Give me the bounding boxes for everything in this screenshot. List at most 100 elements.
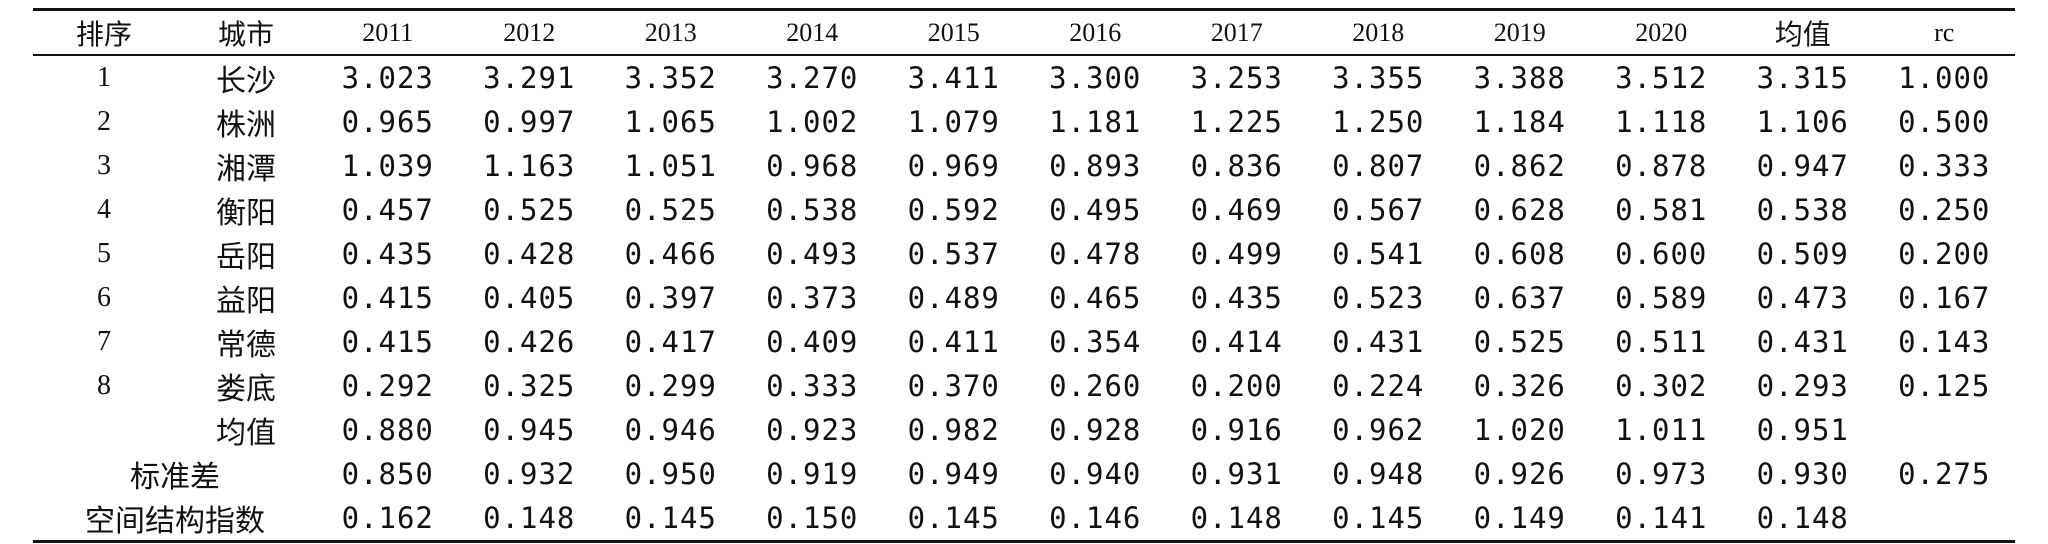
city-cell: 益阳 bbox=[216, 284, 276, 320]
value-cell: 0.431 bbox=[1332, 325, 1425, 360]
summary-mean-cell: 0.930 bbox=[1756, 457, 1849, 492]
header-year: 2015 bbox=[927, 17, 980, 47]
value-cell: 1.118 bbox=[1615, 105, 1708, 140]
value-cell: 1.051 bbox=[624, 149, 717, 184]
summary-value-cell: 0.141 bbox=[1615, 501, 1708, 536]
city-cell: 长沙 bbox=[216, 64, 276, 100]
header-year: 2013 bbox=[644, 17, 697, 47]
value-cell: 0.493 bbox=[766, 237, 859, 272]
value-cell: 0.637 bbox=[1473, 281, 1566, 316]
value-cell: 0.807 bbox=[1332, 149, 1425, 184]
summary-value-cell: 0.946 bbox=[624, 413, 717, 448]
value-cell: 0.415 bbox=[341, 281, 434, 316]
header-city: 城市 bbox=[217, 17, 274, 51]
header-rc: rc bbox=[1934, 17, 1955, 47]
value-cell: 3.300 bbox=[1049, 61, 1142, 96]
value-cell: 1.002 bbox=[766, 105, 859, 140]
summary-row: 均值 0.880 0.945 0.946 0.923 0.982 0.928 0.916 0.9… bbox=[33, 408, 2015, 452]
summary-value-cell: 0.940 bbox=[1049, 457, 1142, 492]
value-cell: 1.181 bbox=[1049, 105, 1142, 140]
value-cell: 3.352 bbox=[624, 61, 717, 96]
summary-label: 标准差 bbox=[130, 460, 220, 496]
rc-cell: 0.250 bbox=[1898, 193, 1991, 228]
summary-value-cell: 0.973 bbox=[1615, 457, 1708, 492]
value-cell: 3.270 bbox=[766, 61, 859, 96]
rc-cell: 0.500 bbox=[1898, 105, 1991, 140]
value-cell: 3.291 bbox=[483, 61, 576, 96]
value-cell: 0.417 bbox=[624, 325, 717, 360]
summary-label: 空间结构指数 bbox=[85, 504, 265, 540]
summary-value-cell: 0.928 bbox=[1049, 413, 1142, 448]
table-row: 6 益阳 0.415 0.405 0.397 0.373 0.489 0.465 0.435 0.… bbox=[33, 276, 2015, 320]
rank-cell: 1 bbox=[97, 62, 111, 94]
summary-value-cell: 0.932 bbox=[483, 457, 576, 492]
value-cell: 0.370 bbox=[907, 369, 1000, 404]
header-year: 2018 bbox=[1352, 17, 1405, 47]
value-cell: 0.435 bbox=[1190, 281, 1283, 316]
table-header: 排序 城市 2011 2012 2013 2014 2015 2016 2017… bbox=[33, 9, 2015, 56]
summary-row: 空间结构指数 0.162 0.148 0.145 0.150 0.145 0.146 0.14… bbox=[33, 496, 2015, 542]
summary-value-cell: 0.982 bbox=[907, 413, 1000, 448]
rank-cell: 6 bbox=[97, 282, 111, 314]
summary-value-cell: 0.145 bbox=[907, 501, 1000, 536]
mean-cell: 0.947 bbox=[1756, 149, 1849, 184]
rc-cell: 0.125 bbox=[1898, 369, 1991, 404]
value-cell: 1.079 bbox=[907, 105, 1000, 140]
city-index-table: 排序 城市 2011 2012 2013 2014 2015 2016 2017… bbox=[33, 8, 2015, 543]
value-cell: 3.411 bbox=[907, 61, 1000, 96]
value-cell: 0.409 bbox=[766, 325, 859, 360]
value-cell: 0.397 bbox=[624, 281, 717, 316]
summary-value-cell: 0.150 bbox=[766, 501, 859, 536]
summary-rc-cell bbox=[1874, 408, 2016, 452]
table-body: 1 长沙 3.023 3.291 3.352 3.270 3.411 3.300 3.253 3.… bbox=[33, 55, 2015, 542]
summary-value-cell: 0.148 bbox=[1190, 501, 1283, 536]
value-cell: 0.893 bbox=[1049, 149, 1142, 184]
value-cell: 0.965 bbox=[341, 105, 434, 140]
value-cell: 0.523 bbox=[1332, 281, 1425, 316]
value-cell: 0.541 bbox=[1332, 237, 1425, 272]
city-cell: 湘潭 bbox=[216, 152, 276, 188]
value-cell: 3.355 bbox=[1332, 61, 1425, 96]
value-cell: 0.628 bbox=[1473, 193, 1566, 228]
summary-value-cell: 0.950 bbox=[624, 457, 717, 492]
summary-value-cell: 1.020 bbox=[1473, 413, 1566, 448]
table-row: 8 娄底 0.292 0.325 0.299 0.333 0.370 0.260 0.200 0.… bbox=[33, 364, 2015, 408]
value-cell: 0.299 bbox=[624, 369, 717, 404]
header-mean: 均值 bbox=[1774, 17, 1831, 51]
table-row: 5 岳阳 0.435 0.428 0.466 0.493 0.537 0.478 0.499 0.… bbox=[33, 232, 2015, 276]
summary-row: 标准差 0.850 0.932 0.950 0.919 0.949 0.940 0.931 0.… bbox=[33, 452, 2015, 496]
value-cell: 0.836 bbox=[1190, 149, 1283, 184]
city-cell: 岳阳 bbox=[216, 240, 276, 276]
header-year: 2014 bbox=[786, 17, 839, 47]
table-row: 3 湘潭 1.039 1.163 1.051 0.968 0.969 0.893 0.836 0.… bbox=[33, 144, 2015, 188]
value-cell: 0.511 bbox=[1615, 325, 1708, 360]
value-cell: 0.354 bbox=[1049, 325, 1142, 360]
summary-value-cell: 0.962 bbox=[1332, 413, 1425, 448]
value-cell: 3.512 bbox=[1615, 61, 1708, 96]
rank-cell: 5 bbox=[97, 238, 111, 270]
header-rank: 排序 bbox=[75, 17, 132, 51]
value-cell: 0.592 bbox=[907, 193, 1000, 228]
summary-value-cell: 0.146 bbox=[1049, 501, 1142, 536]
value-cell: 0.373 bbox=[766, 281, 859, 316]
summary-mean-cell: 0.148 bbox=[1756, 501, 1849, 536]
value-cell: 0.600 bbox=[1615, 237, 1708, 272]
summary-value-cell: 0.916 bbox=[1190, 413, 1283, 448]
mean-cell: 0.509 bbox=[1756, 237, 1849, 272]
mean-cell: 0.473 bbox=[1756, 281, 1849, 316]
value-cell: 0.525 bbox=[483, 193, 576, 228]
summary-value-cell: 0.850 bbox=[341, 457, 434, 492]
header-year: 2011 bbox=[362, 17, 414, 47]
summary-value-cell: 1.011 bbox=[1615, 413, 1708, 448]
value-cell: 0.428 bbox=[483, 237, 576, 272]
header-year: 2019 bbox=[1493, 17, 1546, 47]
header-year: 2017 bbox=[1210, 17, 1263, 47]
data-table-container: 排序 城市 2011 2012 2013 2014 2015 2016 2017… bbox=[33, 8, 2015, 543]
value-cell: 3.253 bbox=[1190, 61, 1283, 96]
value-cell: 0.411 bbox=[907, 325, 1000, 360]
value-cell: 0.260 bbox=[1049, 369, 1142, 404]
table-row: 7 常德 0.415 0.426 0.417 0.409 0.411 0.354 0.414 0.… bbox=[33, 320, 2015, 364]
value-cell: 0.589 bbox=[1615, 281, 1708, 316]
header-row: 排序 城市 2011 2012 2013 2014 2015 2016 2017… bbox=[33, 9, 2015, 56]
value-cell: 0.457 bbox=[341, 193, 434, 228]
